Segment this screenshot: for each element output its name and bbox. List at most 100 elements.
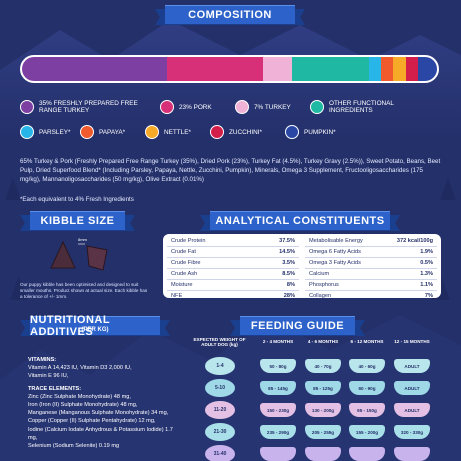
analytical-value: 28% bbox=[283, 293, 295, 299]
vitamin-line: Vitamin E 96 IU, bbox=[28, 373, 69, 380]
analytical-left-column: Crude Protein 37.5% Crude Fat 14.5% Crude Fi… bbox=[167, 236, 299, 299]
feeding-weight-badge: 5-10 bbox=[205, 379, 235, 397]
kibble-title: KIBBLE SIZE bbox=[30, 211, 125, 231]
legend-item: NETTLE* bbox=[145, 125, 191, 139]
feeding-bowl: 85 - 125g bbox=[305, 381, 341, 395]
feeding-weight-header: EXPECTED WEIGHT OF ADULT DOG (kg) bbox=[193, 337, 246, 347]
legend-item: ZUCCHINI* bbox=[210, 125, 262, 139]
trace-line: Selenium (Sodium Selenite) 0.19 mg bbox=[28, 443, 120, 450]
legend-swatch bbox=[285, 125, 299, 139]
composition-segment-pork-turkey bbox=[22, 57, 168, 81]
trace-line: Manganese (Manganous Sulphate Monohydrat… bbox=[28, 410, 169, 417]
analytical-label: Calcium bbox=[309, 271, 330, 277]
analytical-value: 14.5% bbox=[279, 249, 295, 255]
legend-item: 7% TURKEY bbox=[235, 100, 291, 114]
legend-swatch bbox=[310, 100, 324, 114]
legend-label: ZUCCHINI* bbox=[229, 128, 263, 136]
trace-line: Iron (Iron (II) Sulphate Monohydrate) 48… bbox=[28, 402, 138, 409]
kibble-shape-right bbox=[86, 245, 108, 271]
feeding-bowl: ADULT bbox=[394, 403, 430, 417]
legend-swatch bbox=[145, 125, 159, 139]
analytical-value: 372 kcal/100g bbox=[396, 238, 433, 244]
ingredients-footnote: *Each equivalent to 4% Fresh Ingredients bbox=[20, 196, 134, 203]
feeding-bowl: 85 - 145g bbox=[260, 381, 296, 395]
composition-segment-turkey bbox=[262, 57, 292, 81]
composition-segment-pumpkin bbox=[418, 57, 437, 81]
additives-list: VITAMINS: Vitamin A 14,423 IU, Vitamin D3… bbox=[28, 352, 178, 450]
legend-label: PUMPKIN* bbox=[304, 128, 336, 136]
feeding-bowl: 235 - 290g bbox=[260, 425, 296, 439]
feeding-bowl: 40 - 60g bbox=[349, 359, 385, 373]
analytical-row: Collagen 7% bbox=[305, 291, 437, 301]
feeding-weight-badge: 21-30 bbox=[205, 423, 235, 441]
composition-segment-parsley bbox=[368, 57, 381, 81]
composition-bar bbox=[20, 55, 439, 83]
feeding-bowl: 155 - 200g bbox=[349, 425, 385, 439]
analytical-row: Crude Protein 37.5% bbox=[167, 236, 299, 247]
feeding-column-header: 6 - 12 MONTHS bbox=[350, 339, 384, 344]
feeding-title: FEEDING GUIDE bbox=[240, 316, 355, 336]
analytical-value: 1.3% bbox=[420, 271, 433, 277]
legend-item: PARSLEY* bbox=[20, 125, 71, 139]
analytical-value: 37.5% bbox=[279, 238, 295, 244]
additives-subtitle: (PER KG) bbox=[81, 327, 109, 333]
feeding-weight-badge: 31-40 bbox=[205, 445, 235, 461]
trace-line: Zinc (Zinc Sulphate Monohydrate) 48 mg, bbox=[28, 393, 131, 400]
feeding-column-header: 12 - 15 MONTHS bbox=[394, 339, 430, 344]
legend-item: PUMPKIN* bbox=[285, 125, 336, 139]
feeding-column-header: 2 - 4 MONTHS bbox=[262, 339, 294, 344]
kibble-note: Our puppy kibble has been optimised and … bbox=[20, 282, 148, 299]
analytical-label: Crude Fat bbox=[171, 249, 196, 255]
additives-banner: NUTRITIONAL ADDITIVES bbox=[20, 314, 170, 338]
analytical-banner: ANALYTICAL CONSTITUENTS bbox=[200, 211, 400, 231]
trace-line: Copper (Copper (II) Sulphate Pentahydrat… bbox=[28, 418, 156, 425]
legend-swatch bbox=[210, 125, 224, 139]
legend-item: OTHER FUNCTIONAL INGREDIENTS bbox=[310, 100, 439, 114]
kibble-illustration: 8mm bbox=[50, 237, 108, 271]
legend-swatch bbox=[235, 100, 249, 114]
feeding-bowl: ADULT bbox=[394, 381, 430, 395]
analytical-label: NFE bbox=[171, 293, 183, 299]
analytical-value: 7% bbox=[424, 293, 433, 299]
composition-segment-papaya bbox=[380, 57, 394, 81]
composition-segment-zucchini bbox=[405, 57, 419, 81]
analytical-row: Metabolisable Energy 372 kcal/100g bbox=[305, 236, 437, 247]
feeding-bowl: 130 - 200g bbox=[305, 403, 341, 417]
analytical-label: Phosphorus bbox=[309, 282, 339, 288]
analytical-label: Crude Protein bbox=[171, 238, 206, 244]
feeding-bowl bbox=[260, 447, 296, 461]
composition-legend: 35% FRESHLY PREPARED FREE RANGE TURKEY 23… bbox=[0, 0, 461, 160]
analytical-value: 1.9% bbox=[420, 249, 433, 255]
analytical-right-column: Metabolisable Energy 372 kcal/100g Omega 6… bbox=[305, 236, 437, 299]
feeding-bowl: 40 - 70g bbox=[305, 359, 341, 373]
legend-label: NETTLE* bbox=[164, 128, 191, 136]
composition-segment-other bbox=[291, 57, 369, 81]
analytical-row: Moisture 8% bbox=[167, 280, 299, 291]
legend-label: PAPAYA* bbox=[99, 128, 126, 136]
legend-swatch bbox=[20, 125, 34, 139]
analytical-row: NFE 28% bbox=[167, 291, 299, 301]
analytical-row: Omega 6 Fatty Acids 1.9% bbox=[305, 247, 437, 258]
composition-segment-pork bbox=[167, 57, 263, 81]
trace-heading: TRACE ELEMENTS: bbox=[28, 385, 82, 392]
analytical-label: Collagen bbox=[309, 293, 332, 299]
analytical-row: Crude Fat 14.5% bbox=[167, 247, 299, 258]
legend-label: 23% PORK bbox=[179, 103, 212, 111]
legend-label: PARSLEY* bbox=[39, 128, 71, 136]
feeding-bowl bbox=[349, 447, 385, 461]
analytical-row: Crude Ash 8.5% bbox=[167, 269, 299, 280]
analytical-row: Crude Fibre 3.5% bbox=[167, 258, 299, 269]
analytical-value: 0.5% bbox=[420, 260, 433, 266]
feeding-bowl: 50 - 80g bbox=[260, 359, 296, 373]
trace-line: Iodine (Calcium Iodate Anhydrous & Potas… bbox=[28, 426, 173, 441]
feeding-bowl: 205 - 255g bbox=[305, 425, 341, 439]
analytical-row: Omega 3 Fatty Acids 0.5% bbox=[305, 258, 437, 269]
feeding-banner: FEEDING GUIDE bbox=[230, 316, 365, 336]
legend-item: 23% PORK bbox=[160, 100, 212, 114]
analytical-value: 8.5% bbox=[282, 271, 295, 277]
feeding-bowl bbox=[305, 447, 341, 461]
composition-title: COMPOSITION bbox=[165, 5, 295, 25]
feeding-weight-badge: 1-4 bbox=[205, 357, 235, 375]
analytical-label: Crude Ash bbox=[171, 271, 198, 277]
legend-swatch bbox=[20, 100, 34, 114]
